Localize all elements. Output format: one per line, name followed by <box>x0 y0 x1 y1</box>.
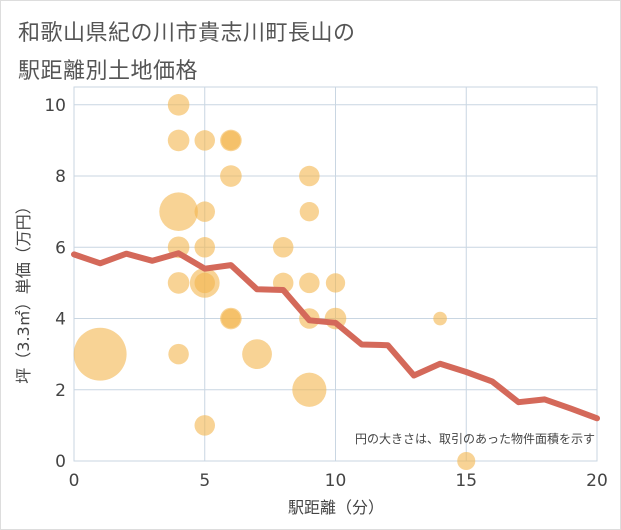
x-tick-label: 15 <box>455 471 477 491</box>
bubble-series <box>73 94 476 471</box>
grid <box>73 86 598 462</box>
tick-labels: 0 5 10 15 20 0 2 4 6 8 10 <box>44 96 607 491</box>
y-axis-label: 坪（3.3㎡）単価（万円） <box>14 198 33 383</box>
bubble-point <box>220 165 242 187</box>
x-tick-label: 5 <box>199 471 210 491</box>
x-tick-label: 0 <box>69 471 80 491</box>
bubble-point <box>167 94 190 116</box>
chart-title-line1: 和歌山県紀の川市貴志川町長山の <box>18 21 356 46</box>
y-tick-label: 8 <box>55 167 66 187</box>
bubble-point <box>159 192 198 231</box>
bubble-point <box>194 130 215 151</box>
y-tick-label: 4 <box>55 310 66 330</box>
bubble-point <box>299 202 320 222</box>
bubble-point <box>167 129 190 152</box>
bubble-point <box>325 273 346 293</box>
bubble-point <box>194 237 215 258</box>
x-tick-label: 10 <box>325 471 347 491</box>
bubble-size-note: 円の大きさは、取引のあった物件面積を示す <box>355 431 595 446</box>
bubble-point <box>73 327 127 381</box>
y-tick-label: 6 <box>55 238 66 258</box>
bubble-point <box>194 272 215 294</box>
trend-line <box>71 250 600 422</box>
bubble-point <box>299 272 320 294</box>
chart-title-line2: 駅距離別土地価格 <box>18 59 199 84</box>
x-tick-label: 20 <box>586 471 608 491</box>
bubble-point <box>457 451 476 471</box>
y-tick-label: 10 <box>44 96 66 116</box>
bubble-point <box>221 308 241 329</box>
y-tick-label: 0 <box>55 452 66 472</box>
bubble-point <box>221 130 241 151</box>
x-axis-label: 駅距離（分） <box>288 498 384 517</box>
bubble-point <box>242 339 272 370</box>
bubble-point <box>194 201 215 222</box>
y-tick-label: 2 <box>55 381 66 401</box>
bubble-point <box>194 415 215 436</box>
bubble-point <box>299 165 320 187</box>
bubble-point <box>167 272 190 294</box>
bubble-point <box>272 237 294 258</box>
bubble-point <box>433 311 447 326</box>
bubble-point <box>292 372 327 407</box>
bubble-point <box>168 343 189 365</box>
